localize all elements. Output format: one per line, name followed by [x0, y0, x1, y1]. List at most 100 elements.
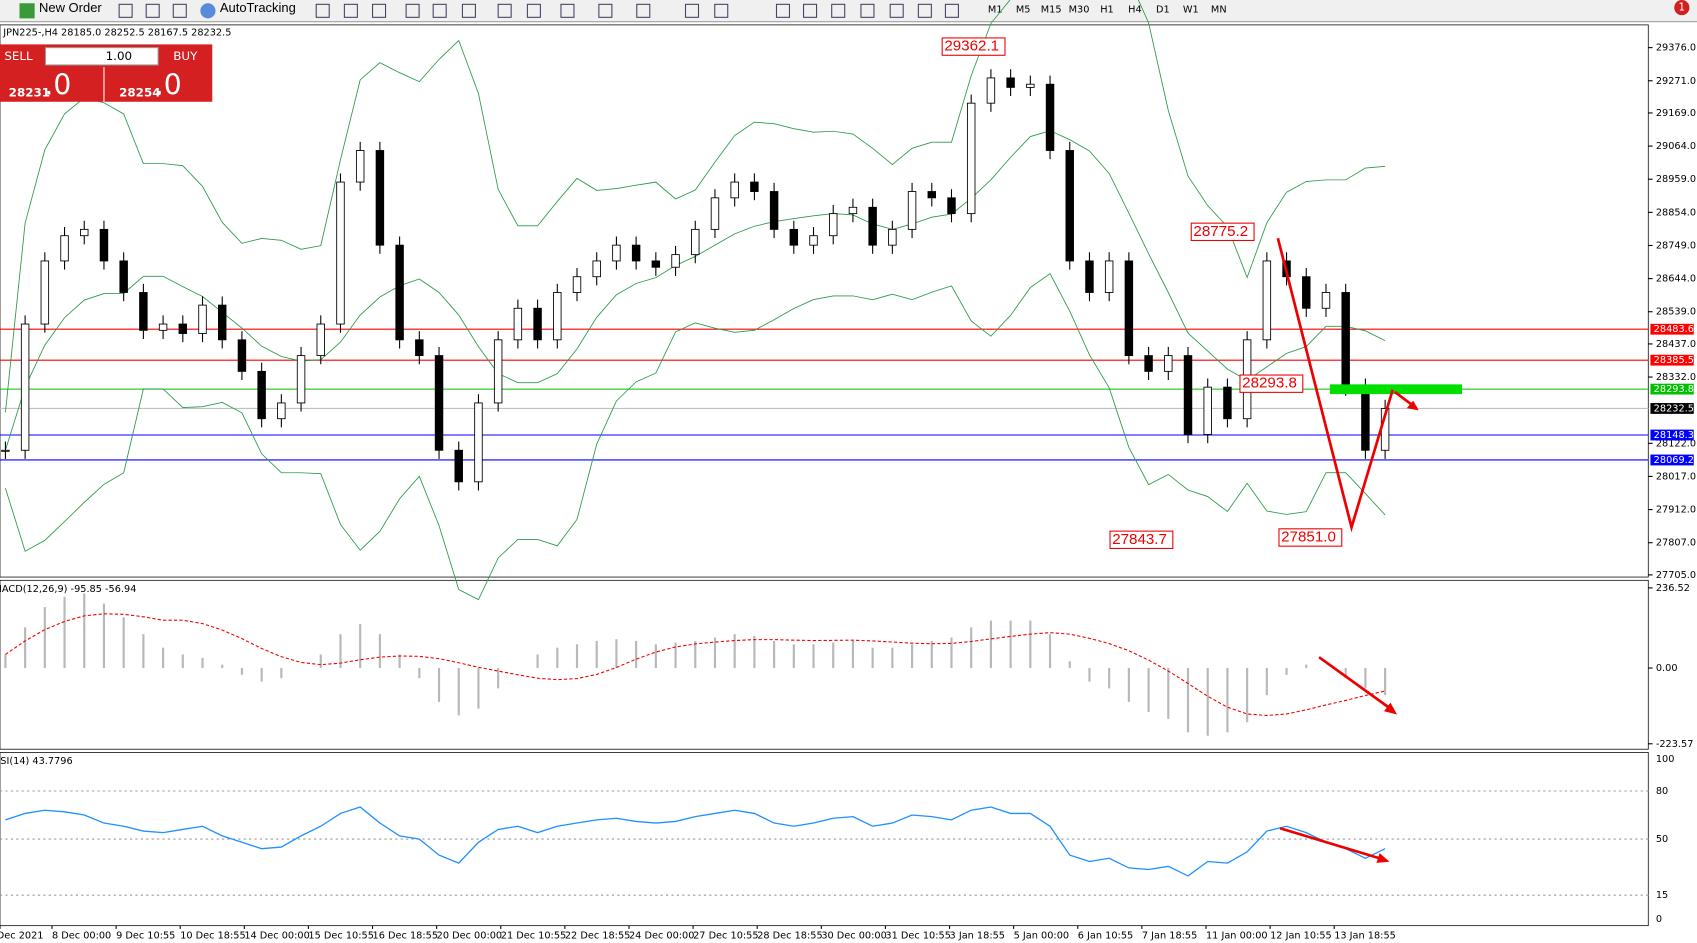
bollinger-band — [5, 273, 1386, 601]
toolbar-icon[interactable] — [684, 3, 700, 18]
candle — [218, 304, 227, 341]
notification-count[interactable]: 1 — [1679, 2, 1686, 14]
timeframe-button[interactable]: D1 — [1156, 5, 1170, 16]
candle — [769, 191, 779, 230]
trade-panel: SELL 1.00 BUY 28231 .0 28254 .0 — [0, 44, 213, 102]
candle — [1164, 355, 1173, 372]
candle — [1361, 386, 1370, 451]
ask-big[interactable]: .0 — [155, 69, 182, 102]
level-label: 28148.3 — [1654, 430, 1694, 441]
time-label: 30 Dec 00:00 — [821, 930, 886, 941]
toolbar-icon[interactable] — [860, 3, 875, 18]
toolbar-icon[interactable] — [889, 3, 904, 18]
macd-arrow — [1318, 656, 1394, 712]
annotation-box — [1109, 530, 1174, 549]
candle — [809, 235, 818, 246]
candle — [415, 339, 424, 357]
annotation-box — [1278, 528, 1343, 547]
toolbar-icon[interactable] — [560, 3, 575, 18]
lots-input[interactable] — [44, 47, 159, 66]
toolbar-icon[interactable] — [315, 3, 330, 18]
toolbar-icon[interactable] — [598, 3, 613, 18]
toolbar-icon[interactable] — [461, 3, 476, 18]
level-label: 28385.5 — [1654, 355, 1694, 366]
toolbar-icon[interactable] — [497, 3, 512, 18]
toolbar-icon[interactable] — [526, 3, 541, 18]
candle — [1124, 260, 1134, 357]
symbol-info: JPN225-,H4 28185.0 28252.5 28167.5 28232… — [2, 27, 231, 38]
level-tag — [1650, 354, 1694, 366]
bid-big[interactable]: .0 — [44, 69, 71, 102]
ask-price[interactable]: 28254 — [119, 86, 160, 100]
time-label: 15 Dec 10:55 — [308, 930, 373, 941]
toolbar-icon[interactable] — [714, 3, 729, 18]
annotation: 27843.7 — [1112, 531, 1167, 548]
candle — [99, 228, 109, 262]
timeframe-button[interactable]: M15 — [1041, 5, 1062, 16]
macd-pane — [0, 579, 1649, 750]
toolbar-icon[interactable] — [172, 3, 187, 18]
toolbar-icon[interactable] — [371, 3, 387, 18]
toolbar-icon[interactable] — [831, 3, 846, 18]
annotation-box — [1190, 222, 1255, 241]
candle — [316, 323, 325, 357]
macd-signal — [5, 613, 1386, 717]
toolbar-icon[interactable] — [118, 3, 133, 18]
timeframe-button[interactable]: M5 — [1016, 5, 1031, 16]
notification-badge[interactable] — [1674, 0, 1690, 16]
toolbar-icon[interactable] — [405, 3, 420, 18]
candle — [355, 150, 365, 183]
price-tick-label: 28332.0 — [1656, 372, 1696, 383]
toolbar-icon[interactable] — [803, 3, 818, 18]
time-label: 11 Jan 00:00 — [1206, 930, 1268, 941]
level-label: 28232.5 — [1654, 403, 1694, 414]
candle — [20, 323, 30, 451]
candle — [1045, 83, 1055, 151]
toolbar-icon[interactable] — [145, 3, 160, 18]
timeframe-button[interactable]: M30 — [1069, 5, 1090, 16]
lots-value[interactable]: 1.00 — [106, 49, 133, 63]
autotrading-icon[interactable] — [200, 3, 216, 19]
toolbar-icon[interactable] — [343, 3, 358, 18]
macd-tick-label: 0.00 — [1656, 663, 1678, 674]
timeframe-button[interactable]: H1 — [1100, 5, 1114, 16]
time-label: 28 Dec 18:55 — [757, 930, 822, 941]
timeframe-button[interactable]: H4 — [1128, 5, 1142, 16]
new-order-button[interactable]: New Order — [39, 0, 102, 15]
toolbar-icon[interactable] — [636, 3, 651, 18]
candle — [947, 197, 956, 215]
toolbar-icon[interactable] — [944, 3, 959, 18]
level-label: 28293.8 — [1654, 384, 1694, 395]
toolbar-icon[interactable] — [917, 3, 932, 18]
bollinger-band — [4, 0, 1386, 413]
candle — [1006, 77, 1015, 88]
level-tag — [1650, 383, 1694, 395]
candle — [789, 228, 799, 246]
candle — [829, 213, 838, 237]
candle — [691, 228, 700, 256]
timeframe-button[interactable]: M1 — [988, 5, 1003, 16]
level-label: 28069.2 — [1654, 455, 1694, 466]
new-order-icon[interactable] — [19, 3, 35, 19]
candle — [572, 276, 582, 293]
candle — [198, 304, 207, 334]
timeframe-button[interactable]: W1 — [1183, 5, 1199, 16]
rsi-arrow — [1279, 826, 1385, 861]
candle — [1, 449, 10, 452]
price-tick-label: 28644.0 — [1656, 274, 1696, 285]
candle — [631, 244, 641, 262]
time-label: 8 Dec 00:00 — [52, 930, 111, 941]
buy-button[interactable]: BUY — [173, 49, 198, 63]
toolbar-icon[interactable] — [775, 3, 791, 18]
timeframe-button[interactable]: MN — [1211, 5, 1227, 16]
sell-button[interactable]: SELL — [4, 49, 33, 63]
bid-price[interactable]: 28231 — [9, 86, 50, 100]
price-tick-label: 27912.0 — [1656, 505, 1696, 516]
arrow-head — [1406, 400, 1419, 411]
autotrading-button[interactable]: AutoTracking — [220, 0, 296, 15]
candle — [533, 307, 542, 341]
toolbar-icon[interactable] — [432, 3, 447, 18]
candle — [986, 77, 996, 104]
